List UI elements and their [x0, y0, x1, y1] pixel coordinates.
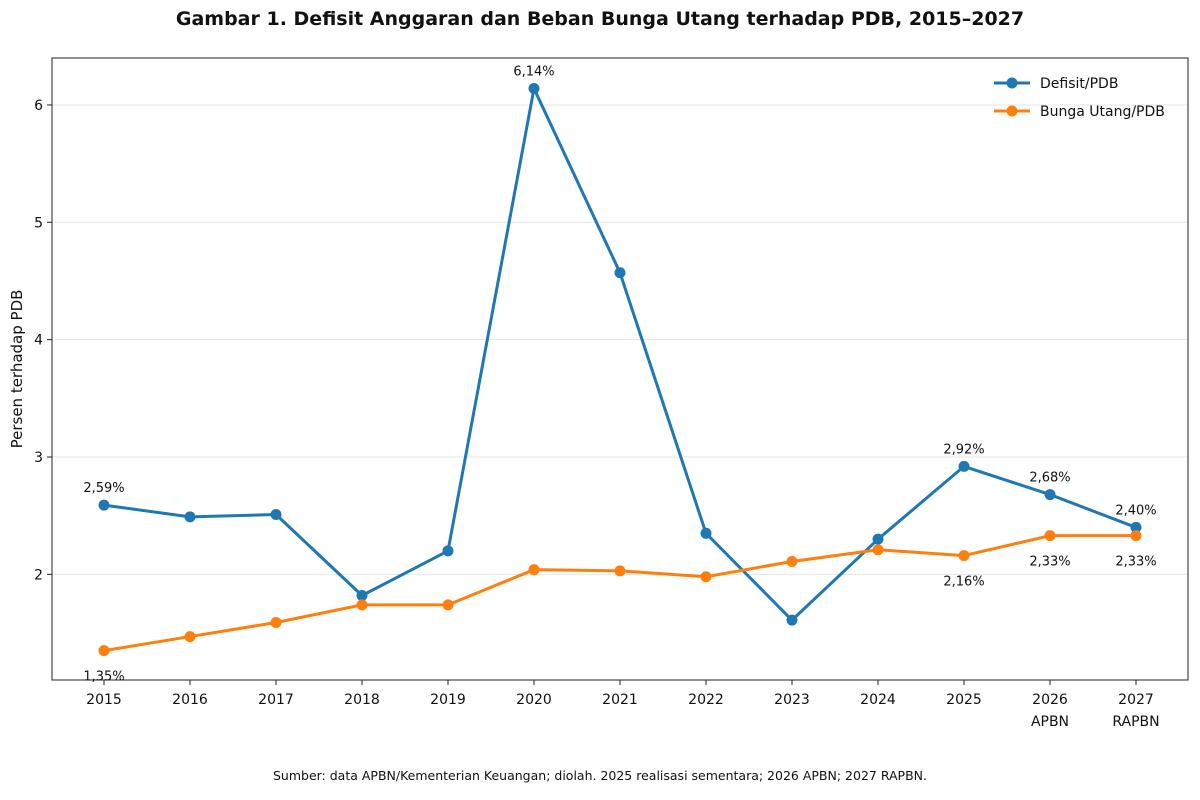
- y-tick-label: 6: [34, 98, 43, 114]
- legend-label: Defisit/PDB: [1040, 76, 1118, 92]
- data-point-defisit: [270, 509, 282, 521]
- data-point-defisit: [98, 499, 110, 511]
- y-tick-label: 5: [34, 215, 43, 231]
- data-point-defisit: [184, 511, 196, 523]
- data-point-defisit: [700, 527, 712, 539]
- x-tick-label: 2017: [258, 692, 294, 708]
- y-tick-label: 4: [34, 333, 43, 349]
- data-point-bunga: [528, 564, 540, 576]
- data-point-bunga: [442, 599, 454, 611]
- y-tick-label: 3: [34, 450, 43, 466]
- legend-swatch-marker: [1006, 105, 1018, 117]
- x-tick-label: 2021: [602, 692, 638, 708]
- y-axis-label: Persen terhadap PDB: [8, 290, 26, 449]
- grid-lines: [52, 104, 1188, 575]
- data-point-bunga: [356, 599, 368, 611]
- data-label: 2,92%: [943, 442, 984, 457]
- x-tick-label: 2022: [688, 692, 724, 708]
- legend-label: Bunga Utang/PDB: [1040, 104, 1165, 120]
- x-tick-sublabel: APBN: [1031, 714, 1069, 730]
- series-line-bunga: [103, 534, 1136, 653]
- data-label: 2,40%: [1115, 503, 1156, 518]
- plot-area: [51, 57, 1189, 681]
- data-point-bunga: [872, 544, 884, 556]
- x-tick-label: 2015: [86, 692, 122, 708]
- data-point-bunga: [958, 550, 970, 562]
- data-label: 2,59%: [83, 481, 124, 496]
- data-point-bunga: [1130, 530, 1142, 542]
- data-point-defisit: [614, 267, 626, 279]
- series-group: [98, 83, 1142, 657]
- data-point-bunga: [786, 555, 798, 567]
- data-point-bunga: [270, 616, 282, 628]
- source-note: Sumber: data APBN/Kementerian Keuangan; …: [272, 768, 927, 783]
- x-tick-label: 2026: [1032, 692, 1068, 708]
- data-point-bunga: [614, 565, 626, 577]
- data-point-bunga: [184, 631, 196, 643]
- data-point-bunga: [98, 645, 110, 657]
- x-tick-label: 2020: [516, 692, 552, 708]
- legend-swatch-marker: [1006, 77, 1018, 89]
- data-label: 1,35%: [83, 670, 124, 685]
- x-tick-label: 2018: [344, 692, 380, 708]
- data-point-bunga: [1044, 530, 1056, 542]
- data-point-defisit: [872, 533, 884, 545]
- x-tick-label: 2019: [430, 692, 466, 708]
- data-point-defisit: [1044, 489, 1056, 501]
- data-point-defisit: [356, 590, 368, 602]
- legend: Defisit/PDB Bunga Utang/PDB: [994, 76, 1165, 120]
- x-tick-label: 2025: [946, 692, 982, 708]
- series-line-defisit: [103, 87, 1137, 622]
- data-point-bunga: [700, 571, 712, 583]
- y-tick-label: 2: [34, 567, 43, 583]
- data-label: 6,14%: [513, 65, 554, 80]
- data-point-defisit: [958, 460, 970, 472]
- data-label: 2,68%: [1029, 471, 1070, 486]
- data-point-defisit: [1130, 521, 1142, 533]
- data-label: 2,16%: [943, 575, 984, 590]
- y-axis: 2 3 4 5 6: [34, 98, 52, 583]
- data-label: 2,33%: [1029, 555, 1070, 570]
- x-axis: 2015 2016 2017 2018 2019 2020 2021 2022 2023 2024…: [86, 680, 1160, 730]
- data-point-defisit: [786, 614, 798, 626]
- data-point-defisit: [528, 83, 540, 95]
- x-tick-sublabel: RAPBN: [1112, 714, 1159, 730]
- chart-title: Gambar 1. Defisit Anggaran dan Beban Bun…: [175, 8, 1025, 30]
- x-tick-label: 2016: [172, 692, 208, 708]
- data-labels: 2,59% 6,14% 2,92% 2,68% 2,40% 1,35% 2,16% 2,33%…: [83, 65, 1156, 685]
- x-tick-label: 2024: [860, 692, 896, 708]
- x-tick-label: 2027: [1118, 692, 1154, 708]
- data-label: 2,33%: [1115, 555, 1156, 570]
- data-point-defisit: [442, 545, 454, 557]
- x-tick-label: 2023: [774, 692, 810, 708]
